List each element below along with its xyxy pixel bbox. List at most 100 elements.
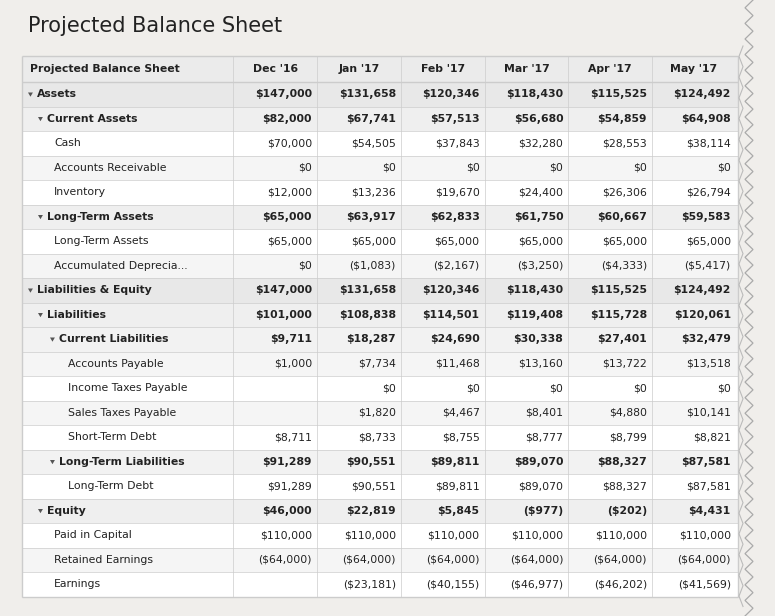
Text: $19,670: $19,670 [435,187,480,197]
Text: $0: $0 [466,383,480,393]
Text: $8,733: $8,733 [358,432,396,442]
Text: ($64,000): ($64,000) [594,555,647,565]
Text: $110,000: $110,000 [512,530,563,540]
Text: $8,711: $8,711 [274,432,312,442]
Text: $0: $0 [298,163,312,172]
Text: $110,000: $110,000 [260,530,312,540]
Text: $0: $0 [382,163,396,172]
Text: $8,755: $8,755 [442,432,480,442]
Text: $0: $0 [717,163,731,172]
Text: ($5,417): ($5,417) [684,261,731,271]
Bar [22,498,738,523]
Text: $90,551: $90,551 [346,456,396,467]
Text: ($3,250): ($3,250) [517,261,563,271]
Text: ($23,181): ($23,181) [343,579,396,590]
Text: $65,000: $65,000 [267,237,312,246]
Text: $56,680: $56,680 [514,114,563,124]
Text: $131,658: $131,658 [339,285,396,295]
Text: $28,553: $28,553 [602,138,647,148]
Text: $0: $0 [549,383,563,393]
Bar [22,155,738,180]
Text: ($64,000): ($64,000) [259,555,312,565]
Polygon shape [739,46,775,607]
Text: $57,513: $57,513 [430,114,480,124]
Text: $4,880: $4,880 [609,408,647,418]
Text: ($2,167): ($2,167) [433,261,480,271]
Text: ($64,000): ($64,000) [343,555,396,565]
Text: $65,000: $65,000 [686,237,731,246]
Text: $147,000: $147,000 [255,89,312,99]
Text: $88,327: $88,327 [598,456,647,467]
Text: Mar '17: Mar '17 [504,64,549,74]
Text: $119,408: $119,408 [506,310,563,320]
Text: $24,400: $24,400 [518,187,563,197]
Bar [22,82,738,107]
Text: $110,000: $110,000 [595,530,647,540]
Text: $38,114: $38,114 [686,138,731,148]
Text: Sales Taxes Payable: Sales Taxes Payable [68,408,176,418]
Text: $147,000: $147,000 [255,285,312,295]
Bar [22,450,738,474]
Bar [743,46,775,607]
Text: $87,581: $87,581 [686,481,731,491]
Bar [22,327,738,352]
Text: $59,583: $59,583 [681,212,731,222]
Text: Retained Earnings: Retained Earnings [54,555,153,565]
Text: Cash: Cash [54,138,81,148]
Text: $13,518: $13,518 [686,359,731,369]
Text: Long-Term Assets: Long-Term Assets [54,237,149,246]
Text: $13,236: $13,236 [351,187,396,197]
Text: $108,838: $108,838 [339,310,396,320]
Text: $67,741: $67,741 [346,114,396,124]
Text: $0: $0 [717,383,731,393]
Polygon shape [38,117,43,121]
Text: $110,000: $110,000 [679,530,731,540]
Text: $65,000: $65,000 [518,237,563,246]
Text: $9,711: $9,711 [270,334,312,344]
Text: $65,000: $65,000 [350,237,396,246]
Bar [22,400,738,425]
Bar [22,474,738,498]
Text: Short-Term Debt: Short-Term Debt [68,432,157,442]
Bar [22,352,738,376]
Polygon shape [38,215,43,219]
Text: $65,000: $65,000 [602,237,647,246]
Text: $87,581: $87,581 [681,456,731,467]
Bar [22,523,738,548]
Text: $89,811: $89,811 [435,481,480,491]
Text: Equity: Equity [47,506,86,516]
Text: $0: $0 [633,163,647,172]
Bar [22,278,738,302]
Text: ($1,083): ($1,083) [350,261,396,271]
Text: Long-Term Assets: Long-Term Assets [47,212,153,222]
Polygon shape [28,92,33,97]
Bar [22,56,738,82]
Bar [22,425,738,450]
Text: $110,000: $110,000 [343,530,396,540]
Text: $37,843: $37,843 [435,138,480,148]
Text: $13,722: $13,722 [602,359,647,369]
Text: Current Assets: Current Assets [47,114,137,124]
Text: $0: $0 [633,383,647,393]
Bar [22,180,738,205]
Text: $82,000: $82,000 [263,114,312,124]
Text: $24,690: $24,690 [430,334,480,344]
Text: $1,820: $1,820 [358,408,396,418]
Text: $0: $0 [382,383,396,393]
Text: $22,819: $22,819 [346,506,396,516]
Bar [22,56,738,596]
Text: $120,346: $120,346 [422,285,480,295]
Text: $8,777: $8,777 [525,432,563,442]
Polygon shape [50,338,55,342]
Text: ($40,155): ($40,155) [426,579,480,590]
Text: $54,859: $54,859 [598,114,647,124]
Text: $89,811: $89,811 [430,456,480,467]
Text: $61,750: $61,750 [514,212,563,222]
Text: $89,070: $89,070 [514,456,563,467]
Text: Paid in Capital: Paid in Capital [54,530,132,540]
Text: $63,917: $63,917 [346,212,396,222]
Text: $88,327: $88,327 [602,481,647,491]
Text: ($977): ($977) [523,506,563,516]
Text: $115,728: $115,728 [590,310,647,320]
Text: $115,525: $115,525 [590,285,647,295]
